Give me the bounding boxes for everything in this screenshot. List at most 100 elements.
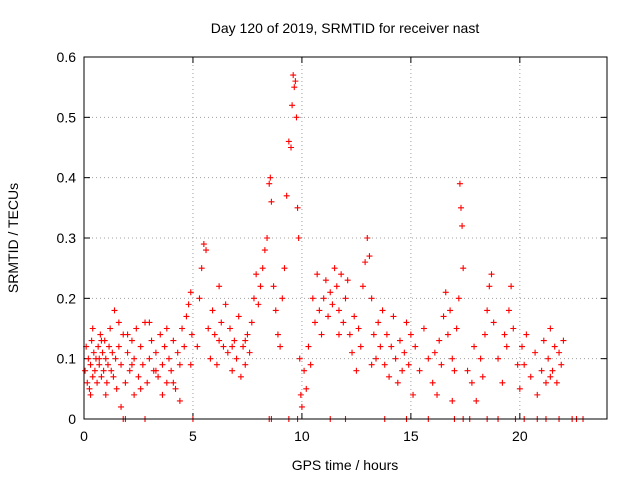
data-point bbox=[412, 343, 419, 350]
data-point bbox=[410, 391, 417, 398]
data-point bbox=[188, 331, 195, 338]
data-point bbox=[425, 355, 432, 362]
y-tick-label: 0.4 bbox=[57, 170, 77, 186]
data-point bbox=[329, 301, 336, 308]
data-point bbox=[90, 349, 97, 356]
data-point bbox=[85, 355, 92, 362]
data-point bbox=[185, 301, 192, 308]
data-point bbox=[346, 331, 353, 338]
data-point bbox=[490, 319, 497, 326]
data-point bbox=[292, 78, 299, 85]
y-axis-label: SRMTID / TECUs bbox=[5, 183, 21, 293]
data-point bbox=[259, 265, 266, 272]
data-point bbox=[456, 180, 463, 187]
data-point bbox=[89, 325, 96, 332]
data-point bbox=[137, 343, 144, 350]
data-point bbox=[216, 337, 223, 344]
data-point bbox=[107, 325, 114, 332]
data-point bbox=[468, 379, 475, 386]
data-point bbox=[124, 331, 131, 338]
data-point bbox=[558, 361, 565, 368]
data-point bbox=[455, 295, 462, 302]
data-point bbox=[209, 307, 216, 314]
data-point bbox=[545, 355, 552, 362]
data-point bbox=[549, 367, 556, 374]
data-point bbox=[527, 373, 534, 380]
data-point bbox=[442, 289, 449, 296]
data-point bbox=[187, 289, 194, 296]
data-point bbox=[383, 331, 390, 338]
data-point bbox=[233, 355, 240, 362]
data-point bbox=[457, 204, 464, 211]
data-point bbox=[499, 379, 506, 386]
data-point bbox=[405, 361, 412, 368]
data-point bbox=[449, 397, 456, 404]
data-point bbox=[289, 102, 296, 109]
data-point bbox=[318, 331, 325, 338]
data-point bbox=[381, 361, 388, 368]
data-point bbox=[355, 325, 362, 332]
data-point bbox=[159, 391, 166, 398]
data-point bbox=[333, 283, 340, 290]
data-point bbox=[416, 367, 423, 374]
data-point bbox=[272, 307, 279, 314]
data-point bbox=[547, 373, 554, 380]
data-point bbox=[216, 283, 223, 290]
data-point bbox=[495, 355, 502, 362]
data-point bbox=[115, 319, 122, 326]
data-point bbox=[250, 295, 257, 302]
data-point bbox=[429, 379, 436, 386]
data-point bbox=[508, 283, 515, 290]
data-point bbox=[534, 391, 541, 398]
data-point bbox=[261, 247, 268, 254]
data-point bbox=[351, 313, 358, 320]
data-point bbox=[122, 379, 129, 386]
grid bbox=[84, 57, 607, 419]
data-point bbox=[281, 265, 288, 272]
data-point bbox=[91, 367, 98, 374]
data-point bbox=[314, 271, 321, 278]
data-point bbox=[96, 361, 103, 368]
data-point bbox=[484, 307, 491, 314]
data-point bbox=[551, 343, 558, 350]
data-point bbox=[187, 361, 194, 368]
data-point bbox=[110, 373, 117, 380]
data-point bbox=[168, 367, 175, 374]
data-point bbox=[196, 295, 203, 302]
data-point bbox=[102, 355, 109, 362]
data-point bbox=[179, 325, 186, 332]
data-point bbox=[453, 325, 460, 332]
data-point bbox=[108, 367, 115, 374]
data-point bbox=[131, 355, 138, 362]
data-point bbox=[449, 355, 456, 362]
data-point bbox=[274, 331, 281, 338]
data-point bbox=[471, 343, 478, 350]
y-tick-label: 0.2 bbox=[57, 290, 77, 306]
data-point bbox=[205, 325, 212, 332]
y-tick-label: 0 bbox=[68, 411, 76, 427]
data-point bbox=[309, 295, 316, 302]
data-point bbox=[218, 319, 225, 326]
data-point bbox=[307, 361, 314, 368]
data-point bbox=[342, 295, 349, 302]
data-point bbox=[407, 331, 414, 338]
data-point bbox=[368, 361, 375, 368]
data-point bbox=[473, 397, 480, 404]
data-point bbox=[523, 331, 530, 338]
data-point bbox=[377, 343, 384, 350]
data-point bbox=[542, 379, 549, 386]
data-point bbox=[220, 343, 227, 350]
data-point bbox=[235, 313, 242, 320]
data-point bbox=[224, 349, 231, 356]
axis-ticks: 0 0.1 0.2 0.3 0.4 0.5 0.6 0 5 10 15 20 bbox=[57, 49, 607, 444]
data-point bbox=[268, 198, 275, 205]
data-point bbox=[176, 397, 183, 404]
data-point bbox=[486, 283, 493, 290]
data-point bbox=[161, 343, 168, 350]
data-point bbox=[253, 271, 260, 278]
data-point bbox=[338, 271, 345, 278]
data-point bbox=[547, 325, 554, 332]
data-point bbox=[379, 307, 386, 314]
data-point bbox=[335, 307, 342, 314]
data-point bbox=[399, 367, 406, 374]
